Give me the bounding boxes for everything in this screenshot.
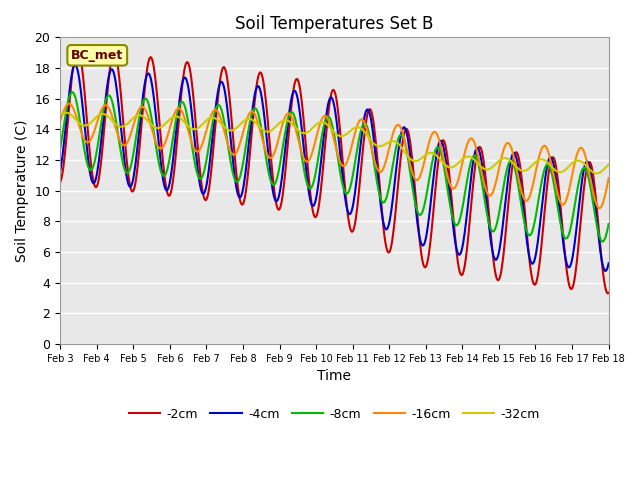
- -16cm: [605, 175, 612, 181]
- -4cm: [434, 144, 442, 150]
- -2cm: [56, 180, 64, 185]
- -2cm: [380, 228, 388, 234]
- -32cm: [327, 125, 335, 131]
- -32cm: [556, 169, 563, 175]
- -4cm: [602, 268, 609, 274]
- -8cm: [177, 99, 185, 105]
- -16cm: [201, 133, 209, 139]
- -8cm: [556, 213, 563, 218]
- -8cm: [605, 221, 612, 227]
- -2cm: [74, 45, 81, 50]
- -8cm: [68, 89, 76, 95]
- -16cm: [596, 205, 604, 211]
- -8cm: [56, 145, 64, 151]
- -2cm: [605, 290, 612, 296]
- Line: -8cm: -8cm: [60, 92, 609, 241]
- -4cm: [380, 222, 388, 228]
- -2cm: [434, 161, 442, 167]
- -8cm: [201, 165, 209, 171]
- Line: -2cm: -2cm: [60, 48, 609, 293]
- -4cm: [201, 189, 209, 194]
- -32cm: [201, 119, 209, 125]
- Legend: -2cm, -4cm, -8cm, -16cm, -32cm: -2cm, -4cm, -8cm, -16cm, -32cm: [124, 403, 545, 426]
- -2cm: [604, 290, 612, 296]
- -8cm: [598, 239, 606, 244]
- -16cm: [380, 164, 388, 170]
- -8cm: [434, 144, 442, 150]
- Line: -32cm: -32cm: [60, 113, 609, 173]
- -8cm: [380, 200, 388, 205]
- -32cm: [605, 162, 612, 168]
- -4cm: [605, 261, 612, 266]
- -32cm: [56, 113, 64, 119]
- -4cm: [177, 85, 185, 91]
- Line: -4cm: -4cm: [60, 65, 609, 271]
- -32cm: [434, 154, 442, 160]
- -2cm: [327, 94, 335, 100]
- -2cm: [201, 197, 209, 203]
- -32cm: [380, 142, 388, 148]
- -4cm: [56, 168, 64, 174]
- X-axis label: Time: Time: [317, 370, 351, 384]
- Line: -16cm: -16cm: [60, 104, 609, 208]
- Y-axis label: Soil Temperature (C): Soil Temperature (C): [15, 120, 29, 262]
- -2cm: [177, 91, 185, 97]
- -32cm: [593, 170, 600, 176]
- -16cm: [56, 118, 64, 124]
- -16cm: [434, 133, 442, 139]
- -4cm: [556, 204, 563, 210]
- -32cm: [63, 110, 70, 116]
- -16cm: [65, 101, 73, 107]
- -4cm: [327, 95, 335, 100]
- -32cm: [177, 116, 185, 122]
- -16cm: [556, 196, 563, 202]
- -16cm: [327, 123, 335, 129]
- -16cm: [177, 108, 185, 113]
- -2cm: [556, 189, 563, 194]
- Title: Soil Temperatures Set B: Soil Temperatures Set B: [236, 15, 433, 33]
- Text: BC_met: BC_met: [71, 49, 124, 62]
- -4cm: [72, 62, 79, 68]
- -8cm: [327, 117, 335, 122]
